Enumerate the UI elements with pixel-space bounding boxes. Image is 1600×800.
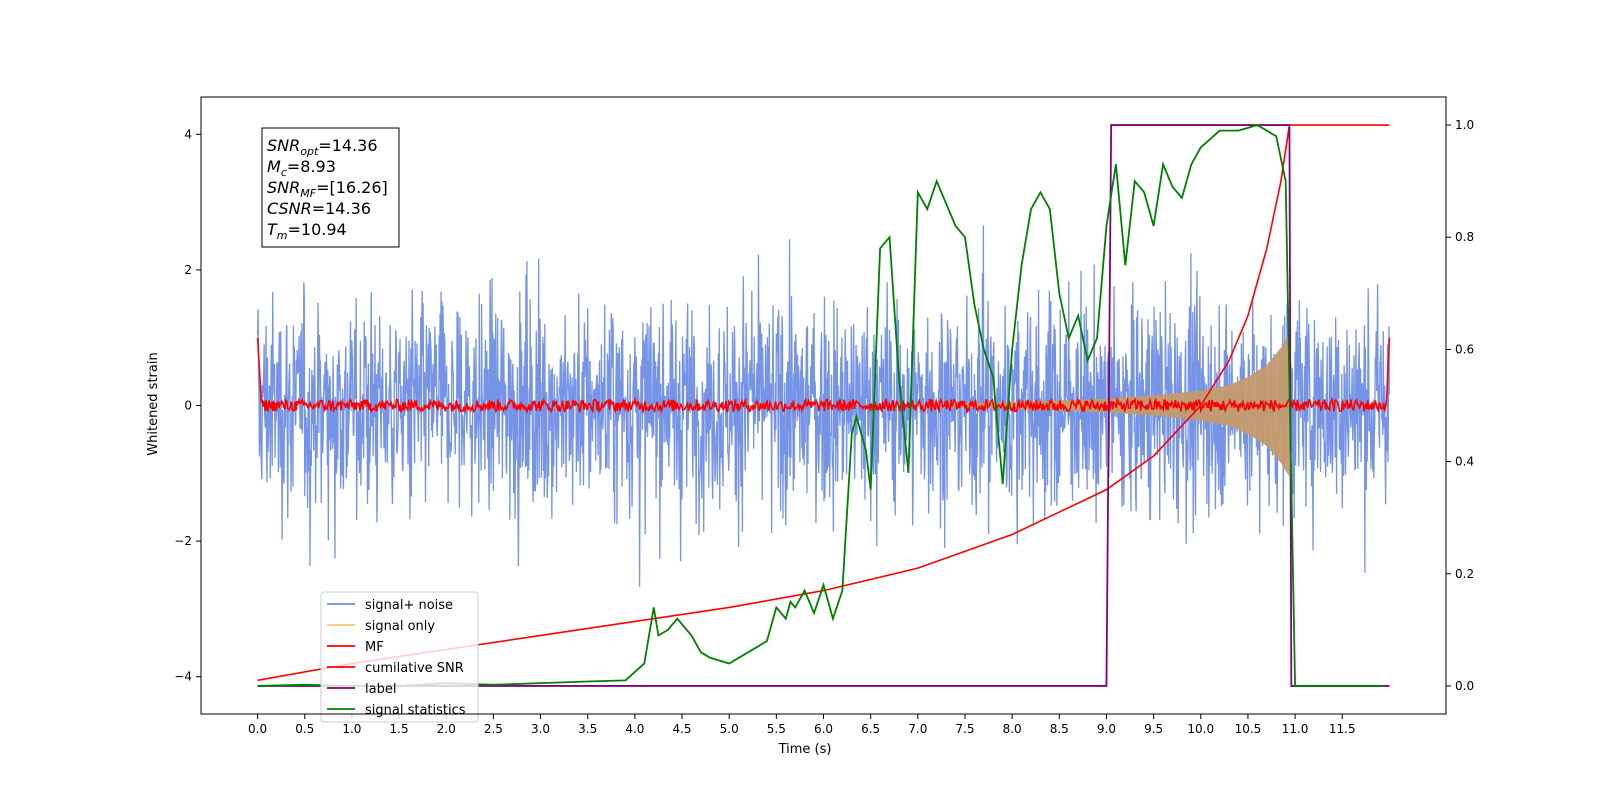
x-tick-label: 2.0 [437, 722, 456, 736]
x-tick-label: 10.0 [1187, 722, 1214, 736]
y2-tick-label: 1.0 [1455, 118, 1474, 132]
legend-frame [320, 591, 479, 723]
x-tick-label: 8.5 [1050, 722, 1069, 736]
x-tick-label: 3.5 [578, 722, 597, 736]
x-tick-label: 9.5 [1144, 722, 1163, 736]
y-tick-label: −4 [174, 670, 192, 684]
legend-label: label [365, 682, 396, 697]
legend-label: MF [365, 640, 384, 655]
x-tick-label: 11.0 [1282, 722, 1309, 736]
x-tick-label: 8.0 [1003, 722, 1022, 736]
x-tick-label: 5.0 [720, 722, 739, 736]
y2-tick-label: 0.6 [1455, 342, 1474, 356]
x-tick-label: 2.5 [484, 722, 503, 736]
x-tick-label: 1.5 [390, 722, 409, 736]
y2-tick-label: 0.2 [1455, 567, 1474, 581]
series-signal-noise [256, 225, 1391, 587]
x-tick-label: 9.0 [1097, 722, 1116, 736]
x-tick-label: 0.5 [295, 722, 314, 736]
y-axis-left: −4 −2 0 2 4 [174, 127, 201, 684]
y-axis-title: Whitened strain [146, 352, 161, 455]
annotation-line: Mc=8.93 [267, 157, 336, 179]
y-axis-right: 0.0 0.2 0.4 0.6 0.8 1.0 [1446, 118, 1474, 693]
x-tick-label: 10.5 [1235, 722, 1262, 736]
y2-tick-label: 0.0 [1455, 679, 1474, 693]
x-tick-label: 7.0 [908, 722, 927, 736]
annotation-line: SNRopt=14.36 [267, 136, 378, 158]
stats-annotation-box: SNRopt=14.36Mc=8.93SNRMF=[16.26]CSNR=14.… [261, 127, 400, 248]
x-tick-label: 6.5 [861, 722, 880, 736]
x-tick-label: 6.0 [814, 722, 833, 736]
series-cumulative-snr [257, 124, 1390, 682]
y-tick-label: 4 [184, 127, 192, 141]
x-tick-label: 5.5 [767, 722, 786, 736]
plot-frame [200, 96, 1447, 715]
plot-area [256, 124, 1391, 687]
x-tick-label: 3.0 [531, 722, 550, 736]
legend-label: signal+ noise [365, 598, 453, 613]
series-mf [256, 337, 1391, 415]
y2-tick-label: 0.4 [1455, 455, 1474, 469]
x-tick-label: 1.0 [342, 722, 361, 736]
x-tick-label: 11.5 [1329, 722, 1356, 736]
x-tick-label: 4.0 [625, 722, 644, 736]
x-axis-title: Time (s) [778, 742, 832, 757]
series-signal-statistics [257, 124, 1384, 687]
y-tick-label: 2 [184, 263, 192, 277]
legend: signal+ noise signal only MF cumilative SNR… [320, 591, 479, 723]
annotation-frame [261, 127, 400, 248]
annotation-line: CSNR=14.36 [267, 199, 371, 218]
legend-label: cumilative SNR [365, 661, 464, 676]
x-axis: 0.0 0.5 1.0 1.5 2.0 2.5 3.0 3.5 4.0 4.5 5.0 5.5 6.0 6… [248, 714, 1356, 736]
legend-label: signal only [365, 619, 435, 634]
x-tick-label: 0.0 [248, 722, 267, 736]
x-tick-label: 4.5 [672, 722, 691, 736]
annotation-line: SNRMF=[16.26] [267, 178, 388, 200]
x-tick-label: 7.5 [955, 722, 974, 736]
y-tick-label: −2 [174, 534, 192, 548]
legend-label: signal statistics [365, 703, 466, 718]
y-tick-label: 0 [184, 399, 192, 413]
annotation-line: Tm=10.94 [267, 220, 347, 242]
y2-tick-label: 0.8 [1455, 230, 1474, 244]
